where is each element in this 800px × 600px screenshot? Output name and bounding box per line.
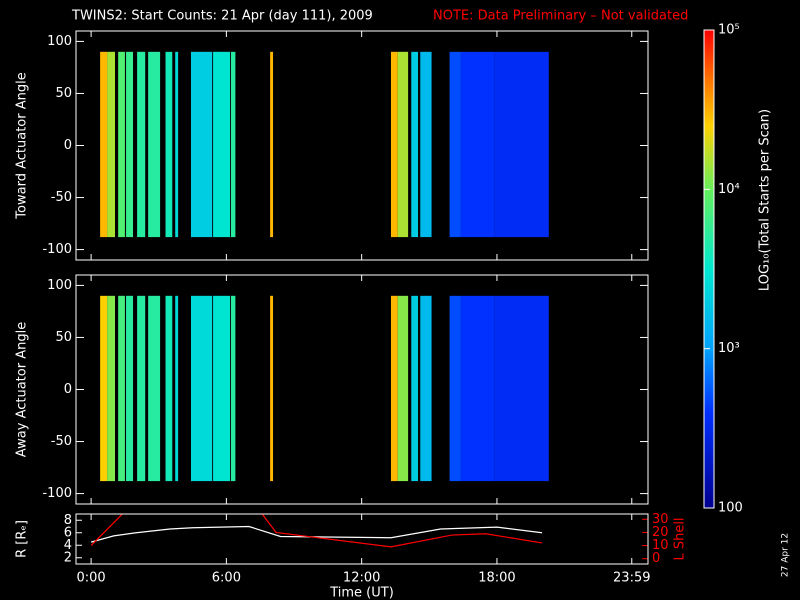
y-tick-label: 6: [64, 525, 72, 540]
spectrogram-band: [165, 295, 173, 482]
y2-tick-label: 0: [652, 551, 660, 566]
spectrogram-band: [118, 295, 125, 482]
footer: 27 Apr 12: [781, 533, 791, 577]
y-tick-label: 100: [47, 34, 72, 49]
spectrogram-band: [148, 51, 161, 238]
colorbar-tick-label: 10⁴: [718, 182, 740, 197]
spectrogram-band: [137, 51, 146, 238]
spectrogram-band: [270, 51, 274, 238]
spectrogram-band: [420, 51, 432, 238]
spectrogram-band: [449, 51, 461, 238]
y-tick-label: 50: [55, 86, 72, 101]
y-tick-label: -50: [51, 434, 72, 449]
spectrogram-band: [494, 295, 549, 482]
spectrogram-band: [397, 51, 409, 238]
spectrogram-band: [420, 295, 432, 482]
y-tick-label: 2: [64, 550, 72, 565]
spectrogram-band: [230, 295, 236, 482]
chart-title: TWINS2: Start Counts: 21 Apr (day 111), …: [71, 9, 373, 24]
spectrogram-band: [390, 51, 398, 238]
colorbar-tick-label: 10⁵: [718, 23, 740, 38]
plot-area: [90, 514, 543, 548]
spectrogram-band: [137, 295, 146, 482]
y-tick-label: 50: [55, 330, 72, 345]
spectrogram-band: [100, 295, 108, 482]
y-axis-label: R [Rₑ]: [15, 520, 30, 558]
spectrogram-band: [449, 295, 461, 482]
spectrogram-band: [175, 295, 179, 482]
panel-frame: [75, 274, 649, 505]
spectrogram-band: [411, 51, 419, 238]
spectrogram-band: [190, 295, 213, 482]
colorbar: [703, 29, 715, 509]
spectrogram-band: [213, 51, 230, 238]
y-tick-label: -50: [51, 190, 72, 205]
y2-axis-label: L Shell: [673, 517, 688, 560]
spectrogram-band: [107, 295, 116, 482]
y-axis-label: Away Actuator Angle: [15, 322, 30, 457]
spectrogram-band: [397, 295, 409, 482]
y-axis-label: Toward Actuator Angle: [15, 72, 30, 219]
y-tick-label: 100: [47, 278, 72, 293]
x-axis-label: Time (UT): [329, 586, 394, 600]
spectrogram-band: [107, 51, 116, 238]
spectrogram-band: [230, 51, 236, 238]
y-tick-label: -100: [42, 242, 72, 257]
line-series: [90, 525, 543, 543]
panel-frame: [75, 513, 649, 565]
panel-frame: [75, 30, 649, 261]
y2-tick-label: 30: [652, 512, 669, 527]
y-tick-label: 8: [64, 513, 72, 528]
spectrogram-band: [190, 51, 213, 238]
line-series: [90, 514, 543, 548]
x-tick-label: 6:00: [212, 571, 241, 586]
spectrogram-band: [175, 51, 179, 238]
colorbar-tick-label: 10³: [718, 341, 740, 356]
y2-tick-label: 20: [652, 525, 669, 540]
colorbar-label: LOG₁₀(Total Starts per Scan): [758, 109, 773, 291]
y2-tick-label: 10: [652, 538, 669, 553]
spectrogram-band: [411, 295, 419, 482]
spectrogram-band: [118, 51, 125, 238]
x-tick-label: 0:00: [77, 571, 106, 586]
spectrogram-band: [126, 51, 134, 238]
y-tick-label: 4: [64, 538, 72, 553]
spectrogram-band: [460, 295, 495, 482]
x-tick-label: 18:00: [478, 571, 515, 586]
spectrogram-band: [460, 51, 495, 238]
spectrogram-band: [100, 51, 108, 238]
spectrogram-band: [148, 295, 161, 482]
spectrogram-band: [270, 295, 274, 482]
spectrogram-band: [213, 295, 230, 482]
note: NOTE: Data Preliminary – Not validated: [433, 9, 688, 24]
colorbar-tick-label: 100: [718, 501, 743, 516]
x-tick-label: 12:00: [343, 571, 380, 586]
y-tick-label: -100: [42, 486, 72, 501]
spectrogram-band: [390, 295, 398, 482]
spectrogram-band: [126, 295, 134, 482]
spectrogram-band: [494, 51, 549, 238]
x-tick-label: 23:59: [613, 571, 650, 586]
y-tick-label: 0: [64, 382, 72, 397]
spectrogram-band: [165, 51, 173, 238]
y-tick-label: 0: [64, 138, 72, 153]
